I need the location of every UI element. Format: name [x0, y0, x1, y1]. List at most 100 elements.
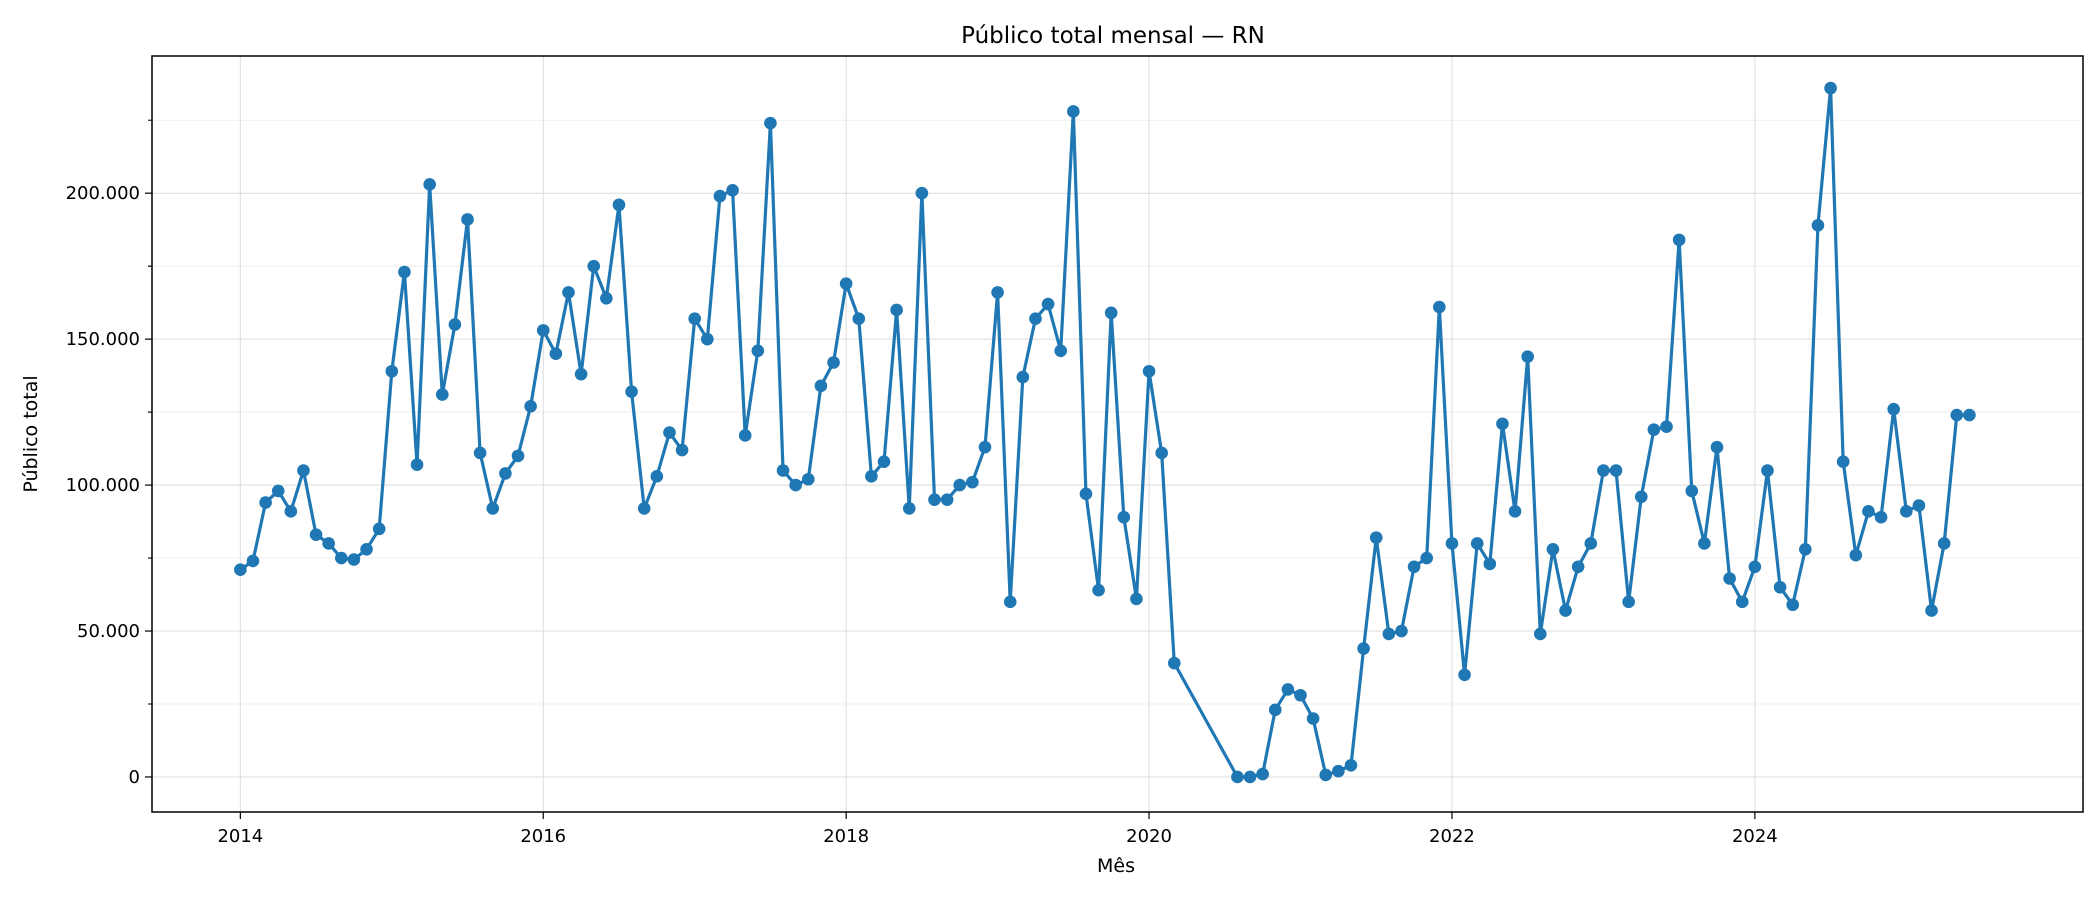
data-point [1344, 759, 1358, 772]
data-point [1117, 510, 1131, 524]
data-point [966, 475, 979, 489]
data-point [1407, 560, 1421, 574]
data-point [1332, 764, 1345, 778]
data-point [1016, 370, 1030, 384]
data-point [1155, 446, 1168, 460]
data-point [398, 265, 411, 279]
data-point [587, 259, 601, 273]
data-point [335, 551, 348, 565]
data-point [625, 385, 638, 398]
data-point [360, 543, 373, 556]
data-point [991, 286, 1004, 299]
data-point [827, 356, 840, 369]
data-point [1748, 560, 1762, 574]
data-point [1887, 402, 1900, 416]
x-tick-label: 2018 [823, 826, 869, 847]
data-point [1319, 768, 1333, 782]
data-point [423, 178, 436, 191]
data-point [549, 347, 563, 361]
data-point [953, 478, 967, 492]
data-point [1912, 499, 1926, 512]
data-point [701, 332, 714, 346]
data-point [1079, 487, 1093, 501]
data-point [499, 467, 512, 480]
data-point [978, 440, 992, 454]
data-point [612, 198, 626, 212]
data-point [1268, 703, 1282, 717]
data-point [1710, 440, 1724, 454]
data-point [574, 367, 588, 381]
data-point [890, 303, 903, 317]
data-point [1862, 505, 1875, 518]
y-tick-label: 50.000 [77, 621, 140, 642]
data-point [1281, 683, 1295, 696]
data-point [915, 186, 929, 200]
data-point [1243, 770, 1257, 784]
data-point [1470, 537, 1484, 550]
data-point [751, 344, 765, 358]
data-point [435, 388, 449, 401]
data-point [663, 426, 676, 439]
data-point [1483, 557, 1497, 571]
data-point [410, 458, 424, 471]
data-point [1420, 551, 1434, 565]
x-axis-title: Mês [1097, 855, 1135, 877]
y-tick-label: 150.000 [66, 329, 140, 350]
data-point [839, 277, 853, 290]
data-point [1836, 455, 1850, 469]
data-point [1521, 350, 1534, 363]
data-point [1609, 464, 1623, 477]
x-tick-label: 2020 [1126, 826, 1172, 847]
data-point [1786, 598, 1800, 612]
data-point [1874, 510, 1888, 524]
data-point [940, 493, 954, 506]
data-point [1559, 604, 1572, 617]
data-point [738, 429, 752, 442]
data-point [764, 116, 777, 130]
data-point [1067, 105, 1080, 118]
data-point [902, 502, 916, 515]
data-point [1167, 656, 1181, 670]
data-point [801, 472, 815, 486]
data-point [1584, 537, 1598, 550]
plot-frame [151, 55, 2084, 813]
data-point [1900, 505, 1913, 518]
data-point [524, 399, 537, 413]
data-point [562, 286, 575, 299]
data-point [322, 537, 335, 550]
data-point [461, 213, 474, 226]
data-point [1496, 417, 1509, 431]
data-point [309, 528, 323, 541]
data-point [1003, 595, 1017, 609]
data-point [1369, 531, 1383, 544]
data-point [271, 484, 285, 498]
data-point [1672, 233, 1686, 247]
data-point [1937, 537, 1951, 550]
data-point [1735, 595, 1749, 609]
data-point [776, 464, 790, 477]
data-point [473, 446, 487, 460]
y-axis-title: Público total [20, 375, 42, 492]
data-point [1723, 572, 1736, 585]
data-point [1458, 668, 1471, 682]
data-point [1104, 306, 1118, 320]
data-point [1382, 627, 1396, 641]
x-tick-label: 2022 [1429, 826, 1475, 847]
data-point [1950, 408, 1964, 422]
x-tick-label: 2016 [520, 826, 566, 847]
data-point [1925, 604, 1938, 617]
data-point [1433, 300, 1446, 314]
y-tick-label: 100.000 [66, 475, 140, 496]
data-point [1256, 767, 1269, 781]
x-tick-label: 2024 [1732, 826, 1778, 847]
data-point [675, 443, 689, 457]
data-point [448, 318, 462, 331]
data-point [1761, 464, 1774, 477]
data-point [637, 502, 651, 515]
data-point [284, 505, 298, 518]
data-point [1054, 344, 1068, 358]
data-point [511, 449, 525, 463]
data-point [1306, 712, 1320, 725]
data-point [1508, 505, 1522, 518]
data-point [1647, 423, 1661, 436]
